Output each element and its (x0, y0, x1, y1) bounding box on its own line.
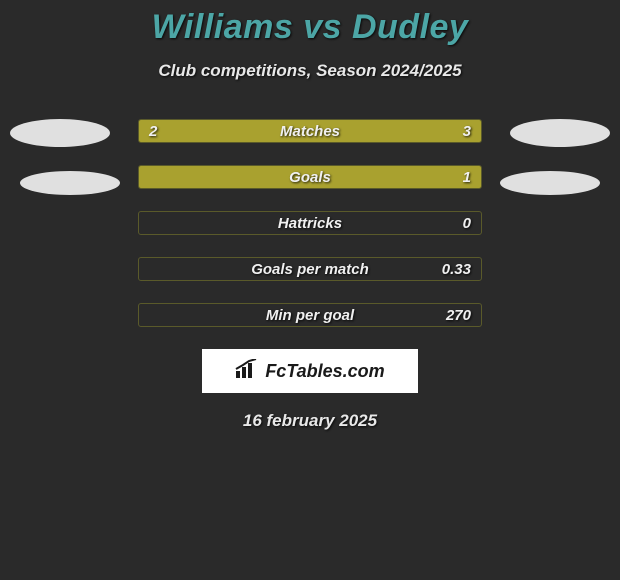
comparison-content: 2Matches3 Goals1 Hattricks0 Goals per match… (0, 119, 620, 431)
stat-right-value: 1 (463, 166, 471, 189)
stat-label: Min per goal (139, 304, 481, 327)
brand-box[interactable]: FcTables.com (202, 349, 418, 393)
footer-date: 16 february 2025 (0, 411, 620, 431)
stat-right-value: 3 (463, 120, 471, 143)
stat-bars: 2Matches3 Goals1 Hattricks0 Goals per match… (138, 119, 482, 327)
stat-row: Hattricks0 (138, 211, 482, 235)
stat-row: Min per goal270 (138, 303, 482, 327)
brand-text: FcTables.com (265, 361, 384, 382)
page-subtitle: Club competitions, Season 2024/2025 (0, 61, 620, 81)
stat-right-value: 0.33 (442, 258, 471, 281)
stat-label: Matches (139, 120, 481, 143)
stat-row: Goals1 (138, 165, 482, 189)
stat-row: 2Matches3 (138, 119, 482, 143)
stat-label: Goals per match (139, 258, 481, 281)
stat-label: Goals (139, 166, 481, 189)
stat-label: Hattricks (139, 212, 481, 235)
right-disc-1 (510, 119, 610, 147)
chart-icon (235, 359, 259, 384)
right-disc-2 (500, 171, 600, 195)
page-title: Williams vs Dudley (0, 0, 620, 47)
left-disc-1 (10, 119, 110, 147)
stat-row: Goals per match0.33 (138, 257, 482, 281)
left-disc-2 (20, 171, 120, 195)
stat-right-value: 0 (463, 212, 471, 235)
stat-right-value: 270 (446, 304, 471, 327)
